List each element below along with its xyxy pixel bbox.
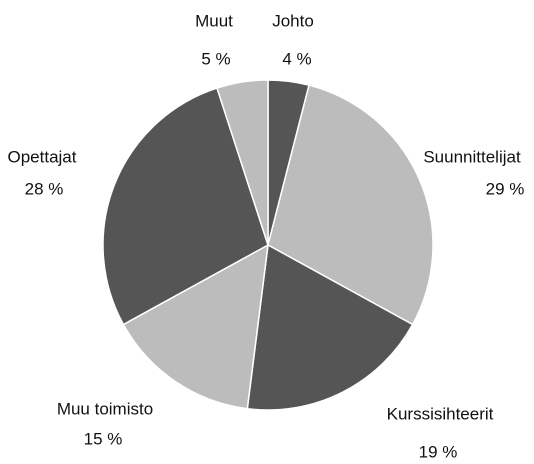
slice-value-label: 29 % bbox=[486, 179, 525, 198]
slice-value-label: 4 % bbox=[282, 49, 311, 68]
slice-label: Muut bbox=[195, 11, 233, 30]
slice-value-label: 15 % bbox=[84, 429, 123, 448]
slice-value-label: 19 % bbox=[419, 442, 458, 461]
slice-label: Kurssisihteerit bbox=[387, 404, 494, 423]
slice-label: Muu toimisto bbox=[57, 399, 153, 418]
pie-slice bbox=[246, 243, 414, 411]
slice-label: Johto bbox=[272, 11, 314, 30]
pie-slice bbox=[267, 84, 434, 326]
slice-label: Opettajat bbox=[8, 147, 77, 166]
pie-slice bbox=[102, 87, 269, 326]
pie-slice bbox=[216, 79, 269, 246]
slice-value-label: 5 % bbox=[201, 49, 230, 68]
slice-value-label: 28 % bbox=[25, 179, 64, 198]
pie-slice bbox=[122, 243, 269, 410]
slice-label: Suunnittelijat bbox=[423, 147, 521, 166]
